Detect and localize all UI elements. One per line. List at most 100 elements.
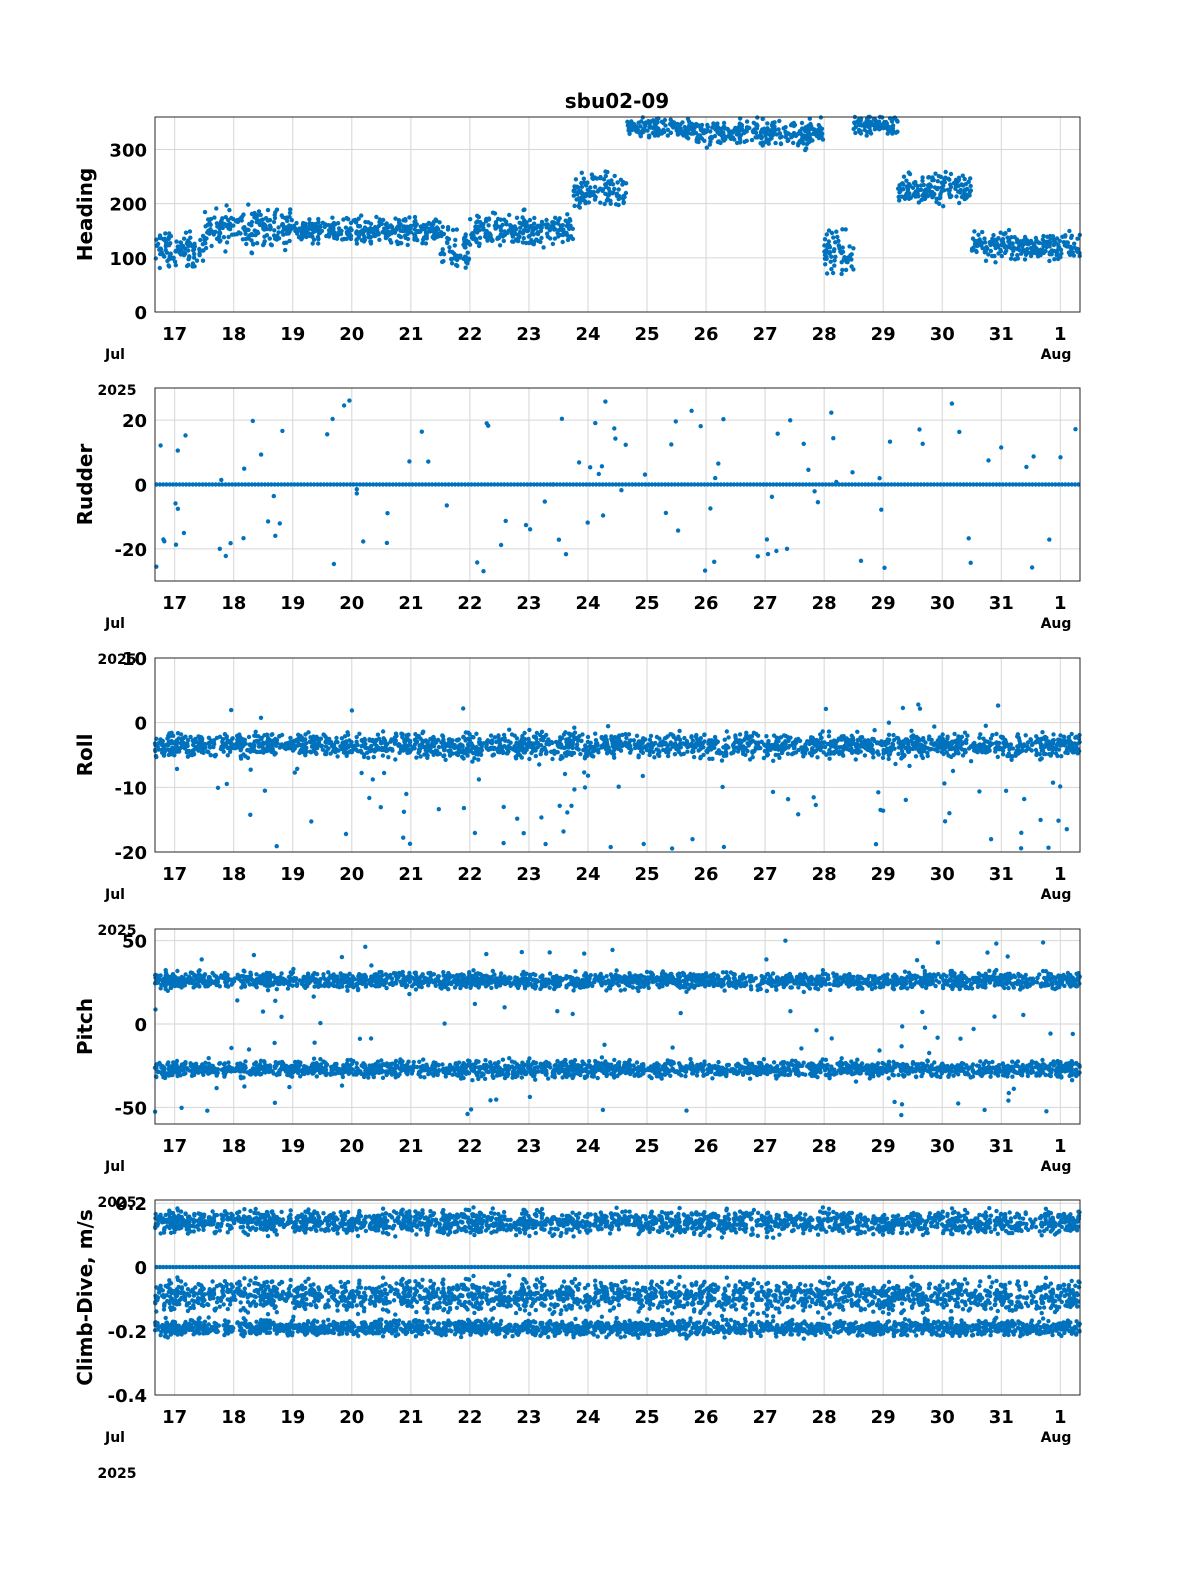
data-point	[527, 233, 532, 238]
data-point	[257, 222, 263, 228]
data-point	[962, 187, 968, 192]
data-point	[660, 741, 665, 746]
data-point	[399, 748, 405, 753]
data-point	[572, 725, 577, 730]
data-point	[907, 191, 912, 196]
data-point	[354, 739, 359, 744]
x-tick-label: 30	[930, 1136, 955, 1157]
data-point	[369, 743, 374, 749]
x-tick-label: 21	[398, 593, 423, 614]
data-point	[209, 229, 214, 234]
data-point	[765, 551, 771, 557]
data-point	[259, 736, 264, 741]
data-point	[1014, 237, 1020, 242]
data-point	[497, 243, 503, 248]
y-tick-label: 300	[109, 141, 147, 162]
data-point	[1042, 744, 1048, 749]
data-point	[1033, 740, 1038, 745]
x-month-label: Aug	[1041, 347, 1072, 363]
x-tick-label: 30	[930, 864, 955, 885]
data-point	[1003, 788, 1009, 793]
data-point	[204, 236, 209, 241]
data-point	[803, 147, 808, 153]
data-point	[559, 736, 565, 741]
data-point	[974, 249, 979, 255]
data-point	[901, 174, 907, 179]
data-point	[573, 177, 579, 182]
data-point	[615, 741, 621, 747]
data-point	[1008, 256, 1014, 261]
data-point	[394, 733, 399, 739]
data-point	[197, 246, 202, 252]
data-point	[238, 231, 243, 236]
data-point	[527, 727, 532, 733]
data-point	[737, 135, 742, 141]
data-point	[366, 755, 371, 760]
x-tick-label: 17	[162, 593, 187, 614]
data-point	[220, 740, 225, 746]
data-point	[839, 271, 844, 277]
data-point	[401, 835, 406, 840]
data-point	[691, 754, 697, 760]
data-point	[455, 738, 461, 743]
data-point	[404, 791, 409, 797]
data-point	[896, 745, 902, 750]
data-point	[416, 750, 421, 755]
y-tick-label: 20	[122, 411, 147, 432]
data-point	[1019, 830, 1024, 835]
data-point	[1009, 235, 1014, 240]
data-point	[913, 754, 919, 759]
data-point	[808, 121, 813, 127]
data-point	[430, 735, 436, 740]
data-point	[442, 753, 447, 758]
data-point	[229, 707, 234, 713]
data-point	[316, 216, 321, 222]
data-point	[823, 706, 829, 712]
data-point	[962, 739, 968, 745]
data-point	[1050, 738, 1055, 743]
data-point	[515, 745, 520, 750]
data-point	[384, 540, 390, 546]
data-point	[917, 749, 922, 755]
data-point	[720, 784, 725, 790]
data-point	[326, 746, 331, 751]
data-point	[314, 224, 320, 229]
data-point	[989, 253, 995, 259]
data-point	[348, 743, 353, 748]
data-point	[768, 747, 773, 752]
data-point	[834, 479, 839, 485]
data-point	[959, 747, 965, 752]
data-point	[921, 182, 926, 188]
data-point	[498, 542, 504, 548]
data-point	[935, 185, 941, 191]
data-point	[801, 745, 806, 750]
data-point	[253, 729, 258, 734]
data-point	[726, 127, 731, 133]
x-month-label: Aug	[1041, 887, 1072, 903]
data-point	[378, 739, 384, 745]
data-point	[249, 251, 255, 256]
data-point	[315, 234, 321, 240]
data-point	[420, 730, 425, 736]
data-point	[276, 225, 281, 230]
data-point	[180, 740, 185, 745]
data-point	[412, 232, 417, 237]
data-point	[704, 748, 709, 754]
data-point	[430, 740, 435, 745]
data-point	[248, 812, 253, 817]
data-point	[246, 202, 251, 207]
data-point	[571, 188, 576, 193]
data-point	[833, 240, 838, 245]
x-tick-label: 22	[457, 864, 482, 885]
data-point	[463, 730, 468, 735]
data-point	[381, 770, 387, 776]
data-point	[1038, 247, 1044, 252]
data-point	[581, 176, 586, 181]
data-point	[385, 511, 390, 516]
data-point	[850, 470, 855, 475]
data-point	[785, 751, 791, 756]
data-point	[241, 212, 246, 217]
data-point	[659, 119, 665, 125]
data-point	[844, 746, 850, 752]
